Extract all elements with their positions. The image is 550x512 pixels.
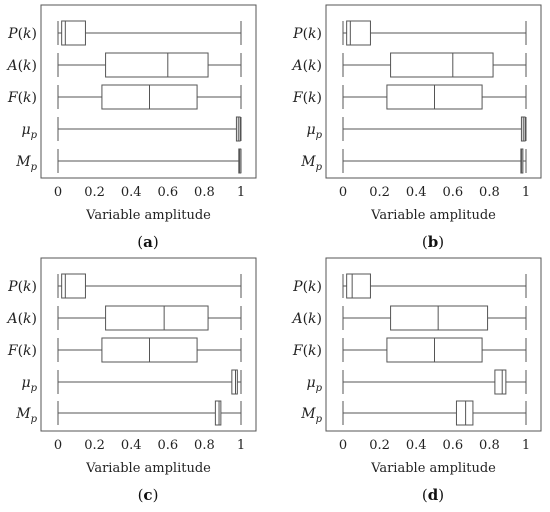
x-tick-label: 0.8 (479, 438, 500, 453)
x-tick-label: 0 (54, 185, 62, 200)
iqr-box (105, 305, 209, 331)
row-label-1: A(k) (5, 311, 37, 327)
iqr-box (214, 400, 222, 426)
box-2: F(k) (292, 337, 527, 363)
box-0: P(k) (292, 273, 527, 299)
row-label-4: Mp (300, 154, 322, 173)
x-tick-label: 0.6 (442, 185, 463, 200)
row-label-1: A(k) (5, 58, 37, 74)
box-2: F(k) (292, 84, 527, 110)
row-label-1: A(k) (290, 58, 322, 74)
x-tick-label: 0 (339, 438, 347, 453)
panel-b: P(k) A(k) F(k) μp Mp 0 0.2 0.4 0.6 0.8 1 Variable a… (290, 4, 542, 251)
box-0: P(k) (7, 273, 242, 299)
panel-a: P(k) A(k) F(k) μp Mp 0 0.2 0.4 0.6 0.8 1 Variable a… (5, 4, 257, 251)
panel-label: (b) (422, 233, 444, 251)
x-axis-label: Variable amplitude (370, 461, 496, 476)
x-tick-label: 0.4 (121, 438, 142, 453)
row-label-1: A(k) (290, 311, 322, 327)
iqr-box (455, 400, 474, 426)
iqr-box (61, 273, 86, 299)
box-0: P(k) (292, 20, 527, 46)
box-1: A(k) (5, 305, 242, 331)
x-tick-label: 0.6 (157, 438, 178, 453)
row-label-3: μp (21, 375, 37, 394)
box-1: A(k) (290, 52, 527, 78)
panel-label: (c) (138, 486, 159, 504)
iqr-box (494, 369, 507, 395)
row-label-4: Mp (15, 154, 37, 173)
panel-c: P(k) A(k) F(k) μp Mp 0 0.2 0.4 0.6 0.8 1 Variable a… (5, 257, 257, 504)
box-2: F(k) (7, 337, 242, 363)
row-label-3: μp (306, 375, 322, 394)
box-4: Mp (300, 400, 527, 426)
x-tick-label: 0.2 (369, 438, 390, 453)
box-3: μp (21, 116, 242, 142)
box-1: A(k) (290, 305, 527, 331)
panel-label: (d) (422, 486, 444, 504)
x-tick-label: 0.4 (406, 185, 427, 200)
iqr-box (231, 369, 238, 395)
box-1: A(k) (5, 52, 242, 78)
iqr-box (346, 273, 371, 299)
x-tick-label: 1 (237, 185, 245, 200)
x-tick-label: 1 (237, 438, 245, 453)
panel-label: (a) (137, 233, 158, 251)
box-3: μp (306, 116, 527, 142)
iqr-box (346, 20, 371, 46)
x-tick-label: 0.2 (369, 185, 390, 200)
iqr-box (61, 20, 86, 46)
x-axis-label: Variable amplitude (370, 208, 496, 223)
iqr-box (105, 52, 209, 78)
row-label-0: P(k) (7, 26, 37, 42)
x-tick-label: 1 (522, 185, 530, 200)
row-label-3: μp (21, 122, 37, 141)
iqr-box (390, 52, 494, 78)
row-label-2: F(k) (292, 90, 322, 106)
box-4: Mp (300, 148, 527, 174)
row-label-0: P(k) (292, 279, 322, 295)
box-4: Mp (15, 400, 242, 426)
plot-frame (40, 4, 257, 179)
x-tick-label: 0.4 (406, 438, 427, 453)
x-tick-label: 0.2 (84, 438, 105, 453)
box-4: Mp (15, 148, 242, 174)
row-label-0: P(k) (7, 279, 37, 295)
box-2: F(k) (7, 84, 242, 110)
row-label-4: Mp (15, 406, 37, 425)
row-label-2: F(k) (7, 90, 37, 106)
iqr-box (390, 305, 489, 331)
plot-frame (325, 4, 542, 179)
x-tick-label: 0.6 (442, 438, 463, 453)
plot-frame (325, 257, 542, 432)
x-tick-label: 0.2 (84, 185, 105, 200)
row-label-0: P(k) (292, 26, 322, 42)
x-tick-label: 0 (339, 185, 347, 200)
x-axis-label: Variable amplitude (85, 208, 211, 223)
plot-frame (40, 257, 257, 432)
box-3: μp (21, 369, 242, 395)
panel-d: P(k) A(k) F(k) μp Mp 0 0.2 0.4 0.6 0.8 1 Variable a… (290, 257, 542, 504)
x-tick-label: 0.4 (121, 185, 142, 200)
x-tick-label: 0.8 (194, 438, 215, 453)
row-label-2: F(k) (7, 343, 37, 359)
x-tick-label: 0.8 (479, 185, 500, 200)
row-label-2: F(k) (292, 343, 322, 359)
x-tick-label: 0.6 (157, 185, 178, 200)
row-label-4: Mp (300, 406, 322, 425)
x-tick-label: 0 (54, 438, 62, 453)
x-axis-label: Variable amplitude (85, 461, 211, 476)
box-3: μp (306, 369, 527, 395)
x-tick-label: 1 (522, 438, 530, 453)
row-label-3: μp (306, 122, 322, 141)
x-tick-label: 0.8 (194, 185, 215, 200)
box-0: P(k) (7, 20, 242, 46)
